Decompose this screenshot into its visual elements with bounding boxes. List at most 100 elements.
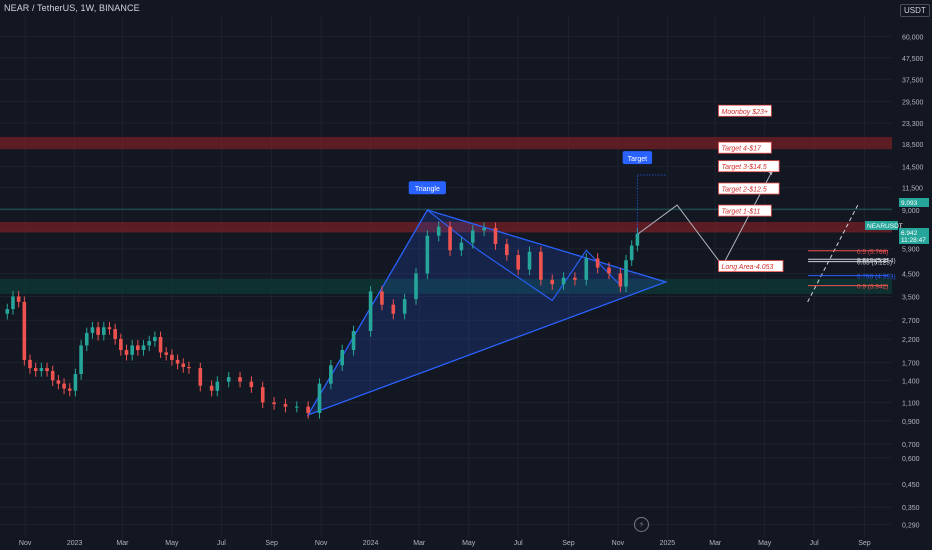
annotation-box [718, 160, 780, 173]
annotation-box [718, 260, 784, 272]
x-tick-label: 2023 [67, 540, 83, 547]
candle-body [584, 258, 589, 280]
dashed-trend-line [807, 202, 860, 303]
x-tick-label: May [462, 540, 476, 547]
price-tag-label: 6,942 [901, 230, 918, 237]
x-tick-label: Sep [858, 540, 871, 547]
candle-body [607, 267, 611, 274]
candle-body [39, 368, 44, 372]
annotation-label: Target [628, 156, 648, 163]
candle-body [5, 309, 10, 314]
y-tick-label: 9,000 [902, 208, 920, 215]
x-tick-label: Mar [116, 540, 129, 547]
candle-body [187, 366, 191, 369]
y-tick-label: 14,500 [902, 164, 924, 171]
candle-body [561, 277, 566, 285]
fib-level-label: 0.786 (4.393) [857, 274, 896, 281]
y-tick-label: 23,300 [902, 121, 924, 128]
y-tick-label: 1,700 [902, 361, 920, 368]
candle-body [425, 235, 430, 274]
x-tick-label: Mar [413, 540, 426, 547]
candle-body [209, 385, 214, 391]
y-tick-label: 2,700 [902, 318, 920, 325]
candle-body [45, 368, 49, 372]
y-tick-label: 0,290 [902, 522, 920, 529]
annotation-box [718, 204, 772, 217]
candle-body [90, 327, 95, 333]
candle-body [164, 352, 169, 355]
fib-level-label: 0.9 (3.942) [857, 284, 888, 291]
annotation-label: Target 3-$14.5 [722, 164, 767, 171]
candle-body [181, 363, 186, 367]
candle-body [238, 377, 242, 382]
candle-body [96, 327, 100, 335]
annotation-label: Triangle [415, 186, 440, 193]
candle-body [67, 388, 72, 391]
x-tick-label: Nov [612, 540, 625, 547]
candle-body [113, 329, 117, 339]
y-tick-label: 0,350 [902, 505, 920, 512]
candle-body [33, 368, 38, 372]
candle-body [62, 383, 66, 389]
price-tag [899, 228, 929, 237]
price-tag [899, 198, 929, 207]
y-tick-label: 29,500 [902, 99, 924, 106]
candle-body [73, 374, 78, 391]
candle-body [368, 291, 373, 332]
candle-body [215, 381, 220, 391]
candle-body [635, 233, 640, 246]
annotation-box [718, 104, 772, 117]
candle-body [618, 273, 623, 287]
candle-body [527, 251, 532, 270]
fib-level-label: 0.5 (5.766) [857, 249, 888, 256]
y-tick-label: 5,900 [902, 247, 920, 254]
x-tick-label: May [758, 540, 772, 547]
candle-body [79, 345, 83, 375]
candle-body [147, 341, 152, 346]
candle-body [16, 296, 21, 302]
candle-body [402, 299, 407, 314]
candle-body [141, 345, 146, 351]
candle-body [317, 383, 322, 413]
candle-body [56, 380, 61, 384]
y-tick-label: 0,700 [902, 442, 920, 449]
currency-badge[interactable]: USDT [900, 4, 930, 17]
y-tick-label: 60,000 [902, 34, 924, 41]
projection-path [637, 168, 775, 267]
candle-body [119, 338, 123, 351]
candle-body [448, 226, 452, 251]
zone-resistance-top [0, 136, 892, 150]
y-tick-label: 37,500 [902, 77, 924, 84]
annotation-label: Target 2-$12.5 [722, 187, 767, 194]
candle-body [482, 227, 486, 231]
fib-level-label: 0.618 (5.254) [857, 257, 896, 264]
y-tick-label: 0,600 [902, 456, 920, 463]
annotation-box [718, 141, 772, 154]
y-tick-label: 1,400 [902, 378, 920, 385]
candle-body [249, 381, 254, 388]
candle-body [50, 371, 55, 381]
candle-body [306, 406, 310, 413]
zone-support [0, 278, 892, 294]
fib-level-label: 0.65 (5.123) [857, 260, 892, 267]
x-tick-label: May [165, 540, 179, 547]
y-tick-label: 1,100 [902, 400, 920, 407]
x-tick-label: Nov [315, 540, 328, 547]
candle-body [272, 402, 276, 405]
candle-body [436, 226, 441, 236]
x-tick-label: 2024 [363, 540, 379, 547]
candle-body [340, 350, 345, 366]
price-tag-label: NEARUSDT [867, 223, 903, 230]
candle-body [175, 359, 180, 364]
x-tick-label: 2025 [660, 540, 676, 547]
y-tick-label: 11,500 [902, 186, 923, 193]
candle-body [629, 245, 634, 261]
candle-body [550, 279, 555, 285]
price-tag-label: 11:28:47 [901, 237, 926, 244]
annotation-label: Moonboy $23+ [722, 109, 769, 116]
candle-body [624, 260, 628, 287]
candle-body [198, 368, 203, 386]
candle-body [22, 301, 27, 360]
